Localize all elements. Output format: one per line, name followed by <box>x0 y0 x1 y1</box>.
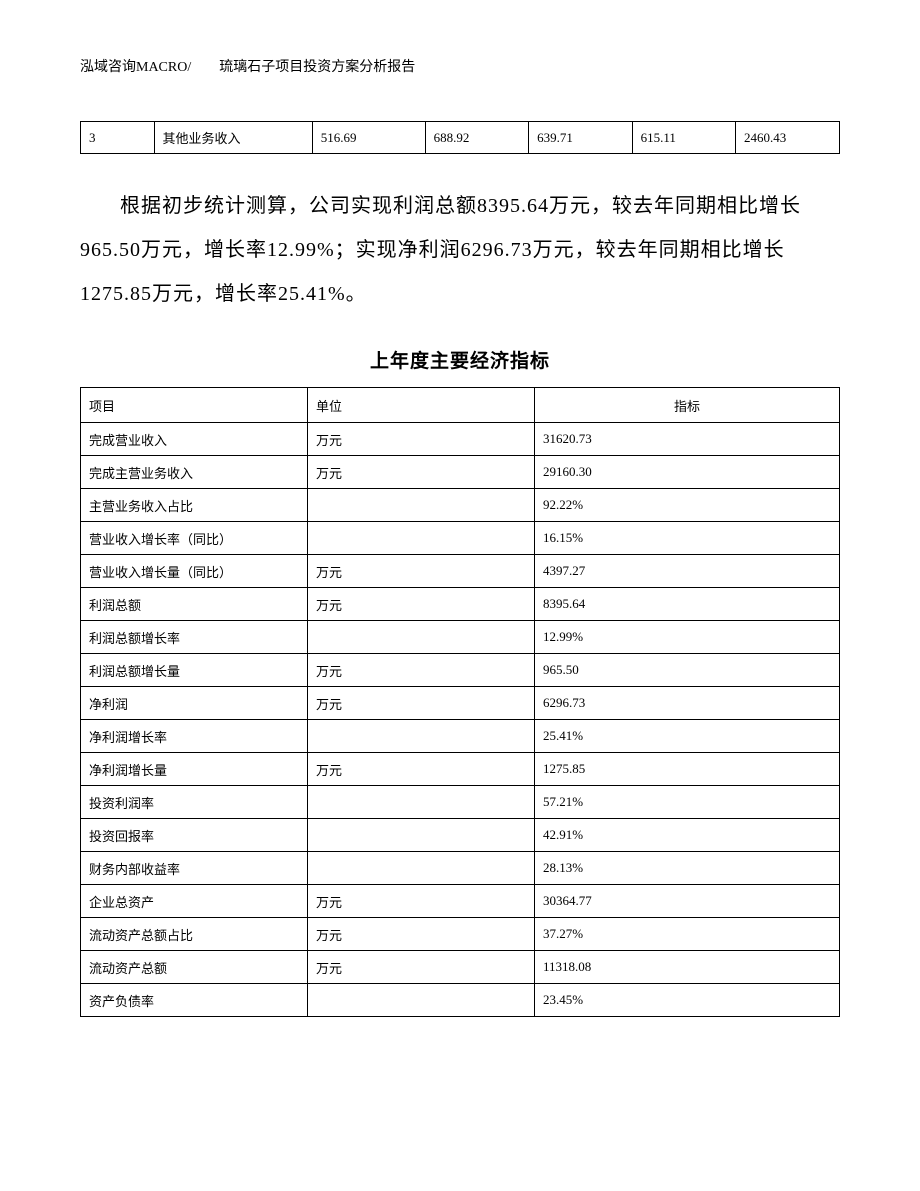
cell-indicator: 57.21% <box>535 786 840 819</box>
table-row: 完成营业收入万元31620.73 <box>81 423 840 456</box>
page-header: 泓域咨询MACRO/ 琉璃石子项目投资方案分析报告 <box>80 56 840 76</box>
cell-unit: 万元 <box>308 588 535 621</box>
cell-unit: 万元 <box>308 951 535 984</box>
cell-item: 营业收入增长量（同比） <box>81 555 308 588</box>
other-income-table: 3 其他业务收入 516.69 688.92 639.71 615.11 246… <box>80 121 840 154</box>
cell-unit <box>308 786 535 819</box>
cell-unit: 万元 <box>308 687 535 720</box>
cell-indicator: 11318.08 <box>535 951 840 984</box>
cell-item: 利润总额增长率 <box>81 621 308 654</box>
cell-item: 完成主营业务收入 <box>81 456 308 489</box>
cell-indicator: 16.15% <box>535 522 840 555</box>
cell-item: 投资回报率 <box>81 819 308 852</box>
table-row: 利润总额增长率 12.99% <box>81 621 840 654</box>
table-row: 净利润万元6296.73 <box>81 687 840 720</box>
cell-item: 主营业务收入占比 <box>81 489 308 522</box>
table-row: 营业收入增长量（同比）万元4397.27 <box>81 555 840 588</box>
table-row: 3 其他业务收入 516.69 688.92 639.71 615.11 246… <box>81 122 840 154</box>
cell-item: 利润总额增长量 <box>81 654 308 687</box>
cell-indicator: 29160.30 <box>535 456 840 489</box>
summary-paragraph: 根据初步统计测算，公司实现利润总额8395.64万元，较去年同期相比增长965.… <box>80 184 840 316</box>
table-row: 投资回报率 42.91% <box>81 819 840 852</box>
cell-item: 其他业务收入 <box>154 122 312 154</box>
cell-indicator: 8395.64 <box>535 588 840 621</box>
cell-item: 利润总额 <box>81 588 308 621</box>
cell-value: 688.92 <box>425 122 529 154</box>
table-row: 企业总资产万元30364.77 <box>81 885 840 918</box>
cell-item: 净利润 <box>81 687 308 720</box>
cell-indicator: 23.45% <box>535 984 840 1017</box>
cell-item: 企业总资产 <box>81 885 308 918</box>
section-title: 上年度主要经济指标 <box>80 346 840 373</box>
cell-unit <box>308 984 535 1017</box>
table-row: 净利润增长率 25.41% <box>81 720 840 753</box>
table-row: 净利润增长量万元1275.85 <box>81 753 840 786</box>
cell-unit: 万元 <box>308 456 535 489</box>
cell-unit: 万元 <box>308 423 535 456</box>
table-row: 财务内部收益率 28.13% <box>81 852 840 885</box>
economic-indicators-table: 项目 单位 指标 完成营业收入万元31620.73完成主营业务收入万元29160… <box>80 387 840 1017</box>
cell-unit: 万元 <box>308 555 535 588</box>
col-header-project: 项目 <box>81 388 308 423</box>
cell-index: 3 <box>81 122 155 154</box>
cell-indicator: 92.22% <box>535 489 840 522</box>
cell-unit: 万元 <box>308 918 535 951</box>
table-row: 资产负债率 23.45% <box>81 984 840 1017</box>
page-container: 泓域咨询MACRO/ 琉璃石子项目投资方案分析报告 3 其他业务收入 516.6… <box>0 0 920 1077</box>
cell-unit: 万元 <box>308 753 535 786</box>
cell-indicator: 6296.73 <box>535 687 840 720</box>
cell-item: 净利润增长率 <box>81 720 308 753</box>
cell-indicator: 37.27% <box>535 918 840 951</box>
cell-unit <box>308 621 535 654</box>
col-header-unit: 单位 <box>308 388 535 423</box>
cell-indicator: 25.41% <box>535 720 840 753</box>
cell-item: 流动资产总额占比 <box>81 918 308 951</box>
table-row: 完成主营业务收入万元29160.30 <box>81 456 840 489</box>
cell-indicator: 965.50 <box>535 654 840 687</box>
cell-indicator: 1275.85 <box>535 753 840 786</box>
col-header-indicator: 指标 <box>535 388 840 423</box>
table-row: 利润总额增长量万元965.50 <box>81 654 840 687</box>
cell-value: 615.11 <box>632 122 735 154</box>
table-row: 利润总额万元8395.64 <box>81 588 840 621</box>
table-header-row: 项目 单位 指标 <box>81 388 840 423</box>
cell-value: 516.69 <box>312 122 425 154</box>
cell-indicator: 28.13% <box>535 852 840 885</box>
cell-indicator: 12.99% <box>535 621 840 654</box>
table-row: 主营业务收入占比 92.22% <box>81 489 840 522</box>
cell-unit <box>308 489 535 522</box>
cell-indicator: 4397.27 <box>535 555 840 588</box>
cell-item: 净利润增长量 <box>81 753 308 786</box>
cell-indicator: 42.91% <box>535 819 840 852</box>
cell-value: 639.71 <box>529 122 633 154</box>
cell-item: 营业收入增长率（同比） <box>81 522 308 555</box>
cell-item: 完成营业收入 <box>81 423 308 456</box>
cell-indicator: 30364.77 <box>535 885 840 918</box>
table-row: 投资利润率 57.21% <box>81 786 840 819</box>
cell-unit <box>308 522 535 555</box>
cell-unit: 万元 <box>308 654 535 687</box>
cell-unit <box>308 720 535 753</box>
cell-unit <box>308 852 535 885</box>
table-row: 营业收入增长率（同比） 16.15% <box>81 522 840 555</box>
table-row: 流动资产总额万元11318.08 <box>81 951 840 984</box>
cell-unit <box>308 819 535 852</box>
cell-item: 投资利润率 <box>81 786 308 819</box>
cell-item: 流动资产总额 <box>81 951 308 984</box>
cell-value: 2460.43 <box>736 122 840 154</box>
cell-unit: 万元 <box>308 885 535 918</box>
table-row: 流动资产总额占比万元37.27% <box>81 918 840 951</box>
cell-indicator: 31620.73 <box>535 423 840 456</box>
cell-item: 财务内部收益率 <box>81 852 308 885</box>
cell-item: 资产负债率 <box>81 984 308 1017</box>
